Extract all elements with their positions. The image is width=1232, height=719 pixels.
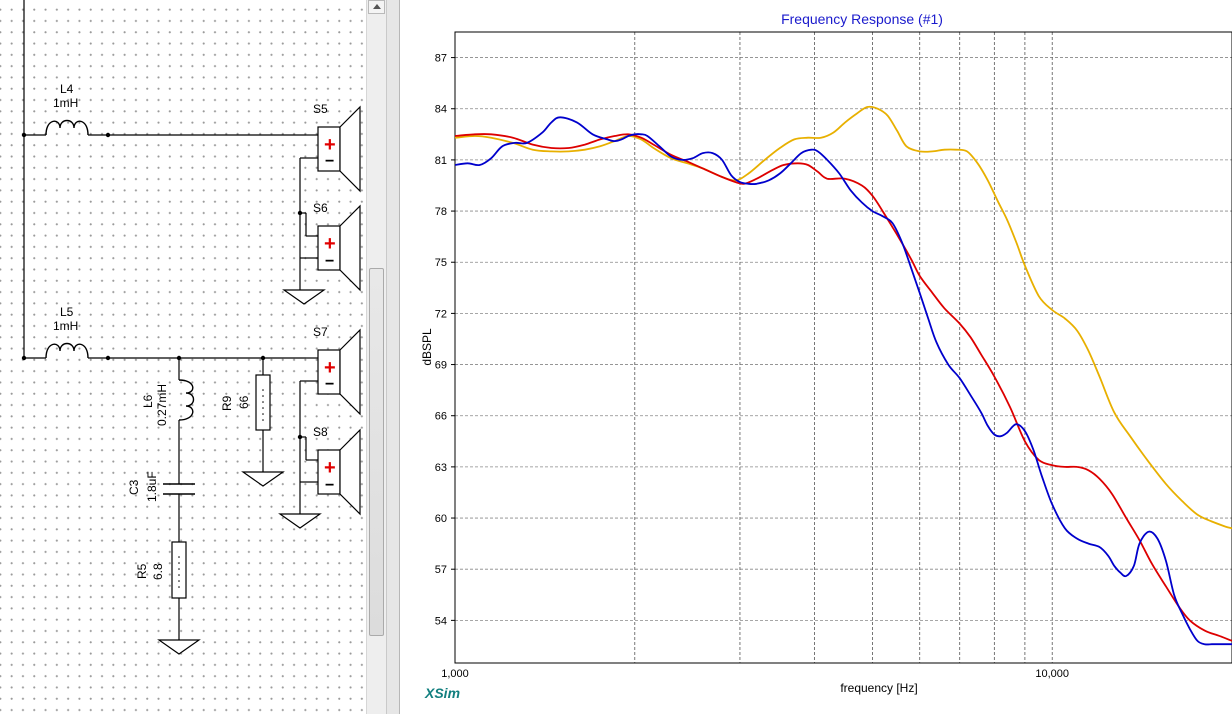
y-axis-label: dBSPL: [420, 328, 434, 366]
label-r5-value: 6.8: [151, 563, 165, 580]
label-l5-ref: L5: [60, 305, 74, 319]
capacitor-c3-symbol[interactable]: [163, 483, 195, 495]
ground-symbol: [278, 513, 322, 529]
frequency-response-panel[interactable]: Frequency Response (#1) 54 57 60 63 66 69 72 75…: [400, 0, 1232, 714]
scrollbar-thumb[interactable]: [369, 268, 384, 636]
label-s6-ref: S6: [313, 201, 328, 215]
series-line-1: [455, 133, 1232, 642]
chart-series: [455, 105, 1232, 646]
y-tick-label: 63: [435, 462, 447, 474]
label-s5-ref: S5: [313, 102, 328, 116]
ground-symbol: [282, 289, 326, 305]
speaker-minus-mark: −: [325, 253, 334, 270]
ground-symbol: [157, 639, 201, 655]
x-axis-label: frequency [Hz]: [840, 681, 917, 695]
junction-dots: [21, 132, 303, 440]
speaker-plus-mark: +: [324, 233, 336, 255]
y-tick-label: 81: [435, 155, 447, 167]
resistor-r9-symbol[interactable]: [255, 374, 271, 431]
speaker-plus-mark: +: [324, 357, 336, 379]
schematic-canvas[interactable]: + + + + − − − − L4 1mH L5 1mH S5 S6 S7 S…: [0, 0, 366, 714]
chart-title: Frequency Response (#1): [781, 11, 943, 27]
speaker-minus-mark: −: [325, 153, 334, 170]
plot-area-frame: [454, 31, 1232, 664]
ground-symbol: [241, 471, 285, 487]
label-r9-ref: R9: [220, 395, 234, 411]
speaker-s8-symbol[interactable]: [306, 428, 361, 516]
inductor-l5-symbol[interactable]: [45, 342, 89, 359]
y-axis-ticks: 54 57 60 63 66 69 72 75 78 81 84 87: [435, 53, 455, 627]
label-l6-ref: L6: [141, 394, 155, 408]
label-r9-value: 66: [237, 395, 251, 409]
speaker-minus-mark: −: [325, 477, 334, 494]
y-tick-label: 87: [435, 53, 447, 65]
speaker-s5-symbol[interactable]: [306, 105, 361, 193]
speaker-plus-mark: +: [324, 457, 336, 479]
y-tick-label: 60: [435, 513, 447, 525]
inductor-l4-symbol[interactable]: [45, 119, 89, 136]
inductor-l6-symbol[interactable]: [178, 379, 195, 421]
series-line-0: [455, 116, 1232, 646]
pane-splitter[interactable]: [386, 0, 400, 714]
x-axis-ticks: 1,000 10,000: [441, 668, 1069, 680]
label-l4-value: 1mH: [53, 96, 78, 110]
y-tick-label: 66: [435, 411, 447, 423]
schematic-vertical-scrollbar[interactable]: [366, 0, 386, 714]
speaker-plus-mark: +: [324, 134, 336, 156]
y-tick-label: 72: [435, 308, 447, 320]
x-tick-label: 1,000: [441, 668, 469, 680]
resistor-r5-symbol[interactable]: [171, 541, 187, 599]
label-r5-ref: R5: [135, 563, 149, 579]
label-l4-ref: L4: [60, 82, 74, 96]
y-tick-label: 78: [435, 206, 447, 218]
y-tick-label: 57: [435, 564, 447, 576]
label-s8-ref: S8: [313, 425, 328, 439]
y-tick-label: 75: [435, 257, 447, 269]
label-l6-value: 0.27mH: [155, 384, 169, 426]
y-tick-label: 84: [435, 104, 447, 116]
speaker-s6-symbol[interactable]: [306, 204, 361, 292]
scroll-up-button[interactable]: [368, 0, 385, 14]
label-l5-value: 1mH: [53, 319, 78, 333]
schematic-wires: [23, 0, 307, 640]
series-line-2: [455, 105, 1232, 530]
y-tick-label: 69: [435, 360, 447, 372]
xsim-brand-logo: XSim: [424, 685, 460, 701]
speaker-minus-mark: −: [325, 376, 334, 393]
x-tick-label: 10,000: [1035, 668, 1069, 680]
label-c3-value: 1.8uF: [145, 471, 159, 502]
label-s7-ref: S7: [313, 325, 328, 339]
schematic-drawing: + + + + − − − − L4 1mH L5 1mH S5 S6 S7 S…: [21, 0, 361, 655]
frequency-response-chart[interactable]: Frequency Response (#1) 54 57 60 63 66 69 72 75…: [400, 0, 1232, 714]
speaker-s7-symbol[interactable]: [306, 328, 361, 416]
y-tick-label: 54: [435, 615, 447, 627]
label-c3-ref: C3: [127, 479, 141, 495]
arrow-up-icon: [373, 4, 381, 9]
